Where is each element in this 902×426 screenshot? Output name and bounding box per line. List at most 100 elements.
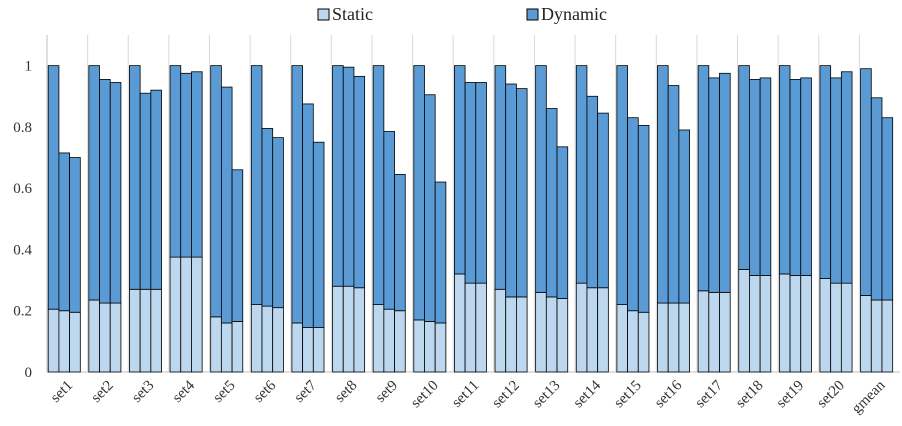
category-labels: set1 set2 set3 set4 set5 set6 set7 set8 set9 set1… — [48, 377, 889, 417]
bar-static — [738, 268, 750, 373]
x-tick-label: set2 — [88, 378, 116, 406]
x-tick-label: set4 — [170, 377, 199, 406]
bar-dynamic — [99, 79, 111, 304]
x-tick-label: set14 — [570, 377, 604, 411]
bar-dynamic — [575, 65, 588, 284]
bar-dynamic — [800, 77, 812, 276]
legend: Static Dynamic — [317, 4, 607, 24]
bars — [47, 65, 894, 373]
bar-static — [881, 299, 894, 373]
bar-dynamic — [453, 65, 466, 275]
bar-dynamic — [291, 65, 304, 324]
bar-dynamic — [749, 79, 761, 276]
bar-dynamic — [261, 128, 274, 307]
bar-dynamic — [778, 65, 791, 275]
bar-static — [261, 305, 274, 373]
bar-dynamic — [719, 72, 731, 293]
bar-dynamic — [180, 72, 192, 258]
bar-dynamic — [505, 83, 517, 298]
bar-dynamic — [637, 124, 650, 313]
bar-dynamic — [586, 95, 599, 289]
bar-static — [870, 299, 883, 373]
y-tick-label: 0.4 — [13, 242, 32, 258]
x-tick-label: set10 — [408, 378, 442, 412]
bar-static — [434, 322, 447, 373]
bar-dynamic — [516, 88, 528, 298]
bar-static — [342, 285, 355, 373]
bar-static — [383, 308, 395, 373]
bar-dynamic — [738, 65, 750, 270]
bar-static — [627, 310, 639, 373]
bar-static — [545, 296, 558, 373]
bar-dynamic — [434, 181, 447, 324]
bar-static — [475, 282, 487, 373]
bar-dynamic — [231, 169, 244, 322]
y-tick-label: 0.8 — [13, 120, 32, 136]
bar-static — [191, 256, 203, 373]
bar-dynamic — [332, 65, 344, 287]
bar-dynamic — [109, 82, 122, 304]
bar-static — [556, 298, 569, 373]
bar-dynamic — [697, 65, 710, 292]
legend-label-dynamic: Dynamic — [541, 4, 607, 24]
bar-dynamic — [88, 65, 100, 301]
bar-dynamic — [250, 65, 263, 305]
bar-dynamic — [860, 68, 872, 296]
bar-static — [505, 296, 517, 373]
x-tick-label: set8 — [332, 378, 360, 406]
x-tick-label: set18 — [733, 378, 767, 412]
bar-static — [464, 282, 477, 373]
bar-dynamic — [353, 75, 366, 289]
y-tick-label: 0.2 — [13, 304, 32, 320]
x-tick-label: set1 — [48, 378, 76, 406]
bar-static — [800, 275, 812, 373]
bar-dynamic — [372, 65, 385, 305]
bar-static — [657, 302, 669, 373]
axes: 0 0.2 0.4 0.6 0.8 1 — [13, 35, 900, 381]
bar-static — [494, 288, 507, 373]
bar-static — [99, 302, 111, 373]
x-tick-label: set5 — [210, 378, 238, 406]
bar-static — [69, 311, 81, 373]
bar-dynamic — [657, 65, 669, 304]
bar-dynamic — [830, 77, 842, 284]
bar-dynamic — [272, 137, 284, 309]
bar-static — [830, 282, 842, 373]
bar-dynamic — [759, 77, 772, 276]
bar-static — [394, 310, 406, 373]
bar-dynamic — [627, 117, 639, 312]
bar-static — [47, 308, 60, 373]
bar-static — [535, 291, 547, 373]
x-tick-label: set12 — [489, 378, 523, 412]
bar-dynamic — [169, 65, 182, 258]
bar-dynamic — [129, 65, 141, 290]
bar-dynamic — [413, 65, 425, 321]
bar-static — [129, 288, 141, 373]
bar-static — [586, 287, 599, 373]
bar-static — [139, 288, 152, 373]
bar-dynamic — [616, 65, 628, 305]
bar-dynamic — [819, 65, 832, 279]
bar-dynamic — [383, 131, 395, 310]
bar-static — [789, 275, 802, 373]
bar-dynamic — [881, 117, 894, 301]
x-tick-label: set9 — [373, 378, 401, 406]
bar-static — [778, 273, 791, 373]
bar-static — [109, 302, 122, 373]
x-tick-label: gmean — [849, 377, 889, 417]
bar-dynamic — [678, 129, 690, 304]
bar-dynamic — [47, 65, 60, 310]
bar-static — [353, 287, 366, 373]
bar-static — [372, 304, 385, 373]
bar-dynamic — [191, 71, 203, 258]
bar-static — [332, 285, 344, 373]
bar-dynamic — [545, 108, 558, 298]
bar-dynamic — [475, 82, 487, 284]
bar-dynamic — [597, 112, 609, 289]
x-tick-label: set16 — [652, 377, 686, 411]
bar-static — [575, 282, 588, 373]
bar-static — [759, 275, 772, 373]
bar-dynamic — [708, 77, 720, 293]
bar-static — [819, 278, 832, 373]
bar-static — [840, 282, 853, 373]
